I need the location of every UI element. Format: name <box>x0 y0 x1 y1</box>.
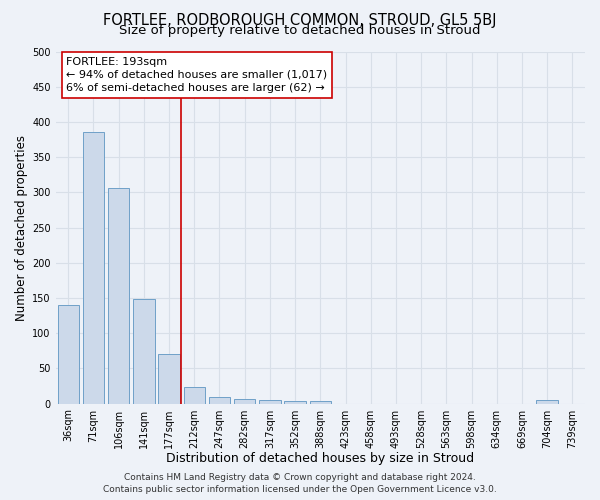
Bar <box>310 401 331 404</box>
Bar <box>158 354 180 404</box>
Bar <box>234 398 256 404</box>
Text: Contains HM Land Registry data © Crown copyright and database right 2024.
Contai: Contains HM Land Registry data © Crown c… <box>103 472 497 494</box>
Bar <box>284 401 306 404</box>
Bar <box>209 398 230 404</box>
Text: Size of property relative to detached houses in Stroud: Size of property relative to detached ho… <box>119 24 481 37</box>
Bar <box>259 400 281 404</box>
Bar <box>133 300 155 404</box>
Bar <box>184 388 205 404</box>
Y-axis label: Number of detached properties: Number of detached properties <box>15 134 28 320</box>
Text: FORTLEE, RODBOROUGH COMMON, STROUD, GL5 5BJ: FORTLEE, RODBOROUGH COMMON, STROUD, GL5 … <box>103 12 497 28</box>
Bar <box>58 305 79 404</box>
Bar <box>108 188 130 404</box>
Bar <box>83 132 104 404</box>
X-axis label: Distribution of detached houses by size in Stroud: Distribution of detached houses by size … <box>166 452 475 465</box>
Bar <box>536 400 558 404</box>
Text: FORTLEE: 193sqm
← 94% of detached houses are smaller (1,017)
6% of semi-detached: FORTLEE: 193sqm ← 94% of detached houses… <box>66 57 328 93</box>
